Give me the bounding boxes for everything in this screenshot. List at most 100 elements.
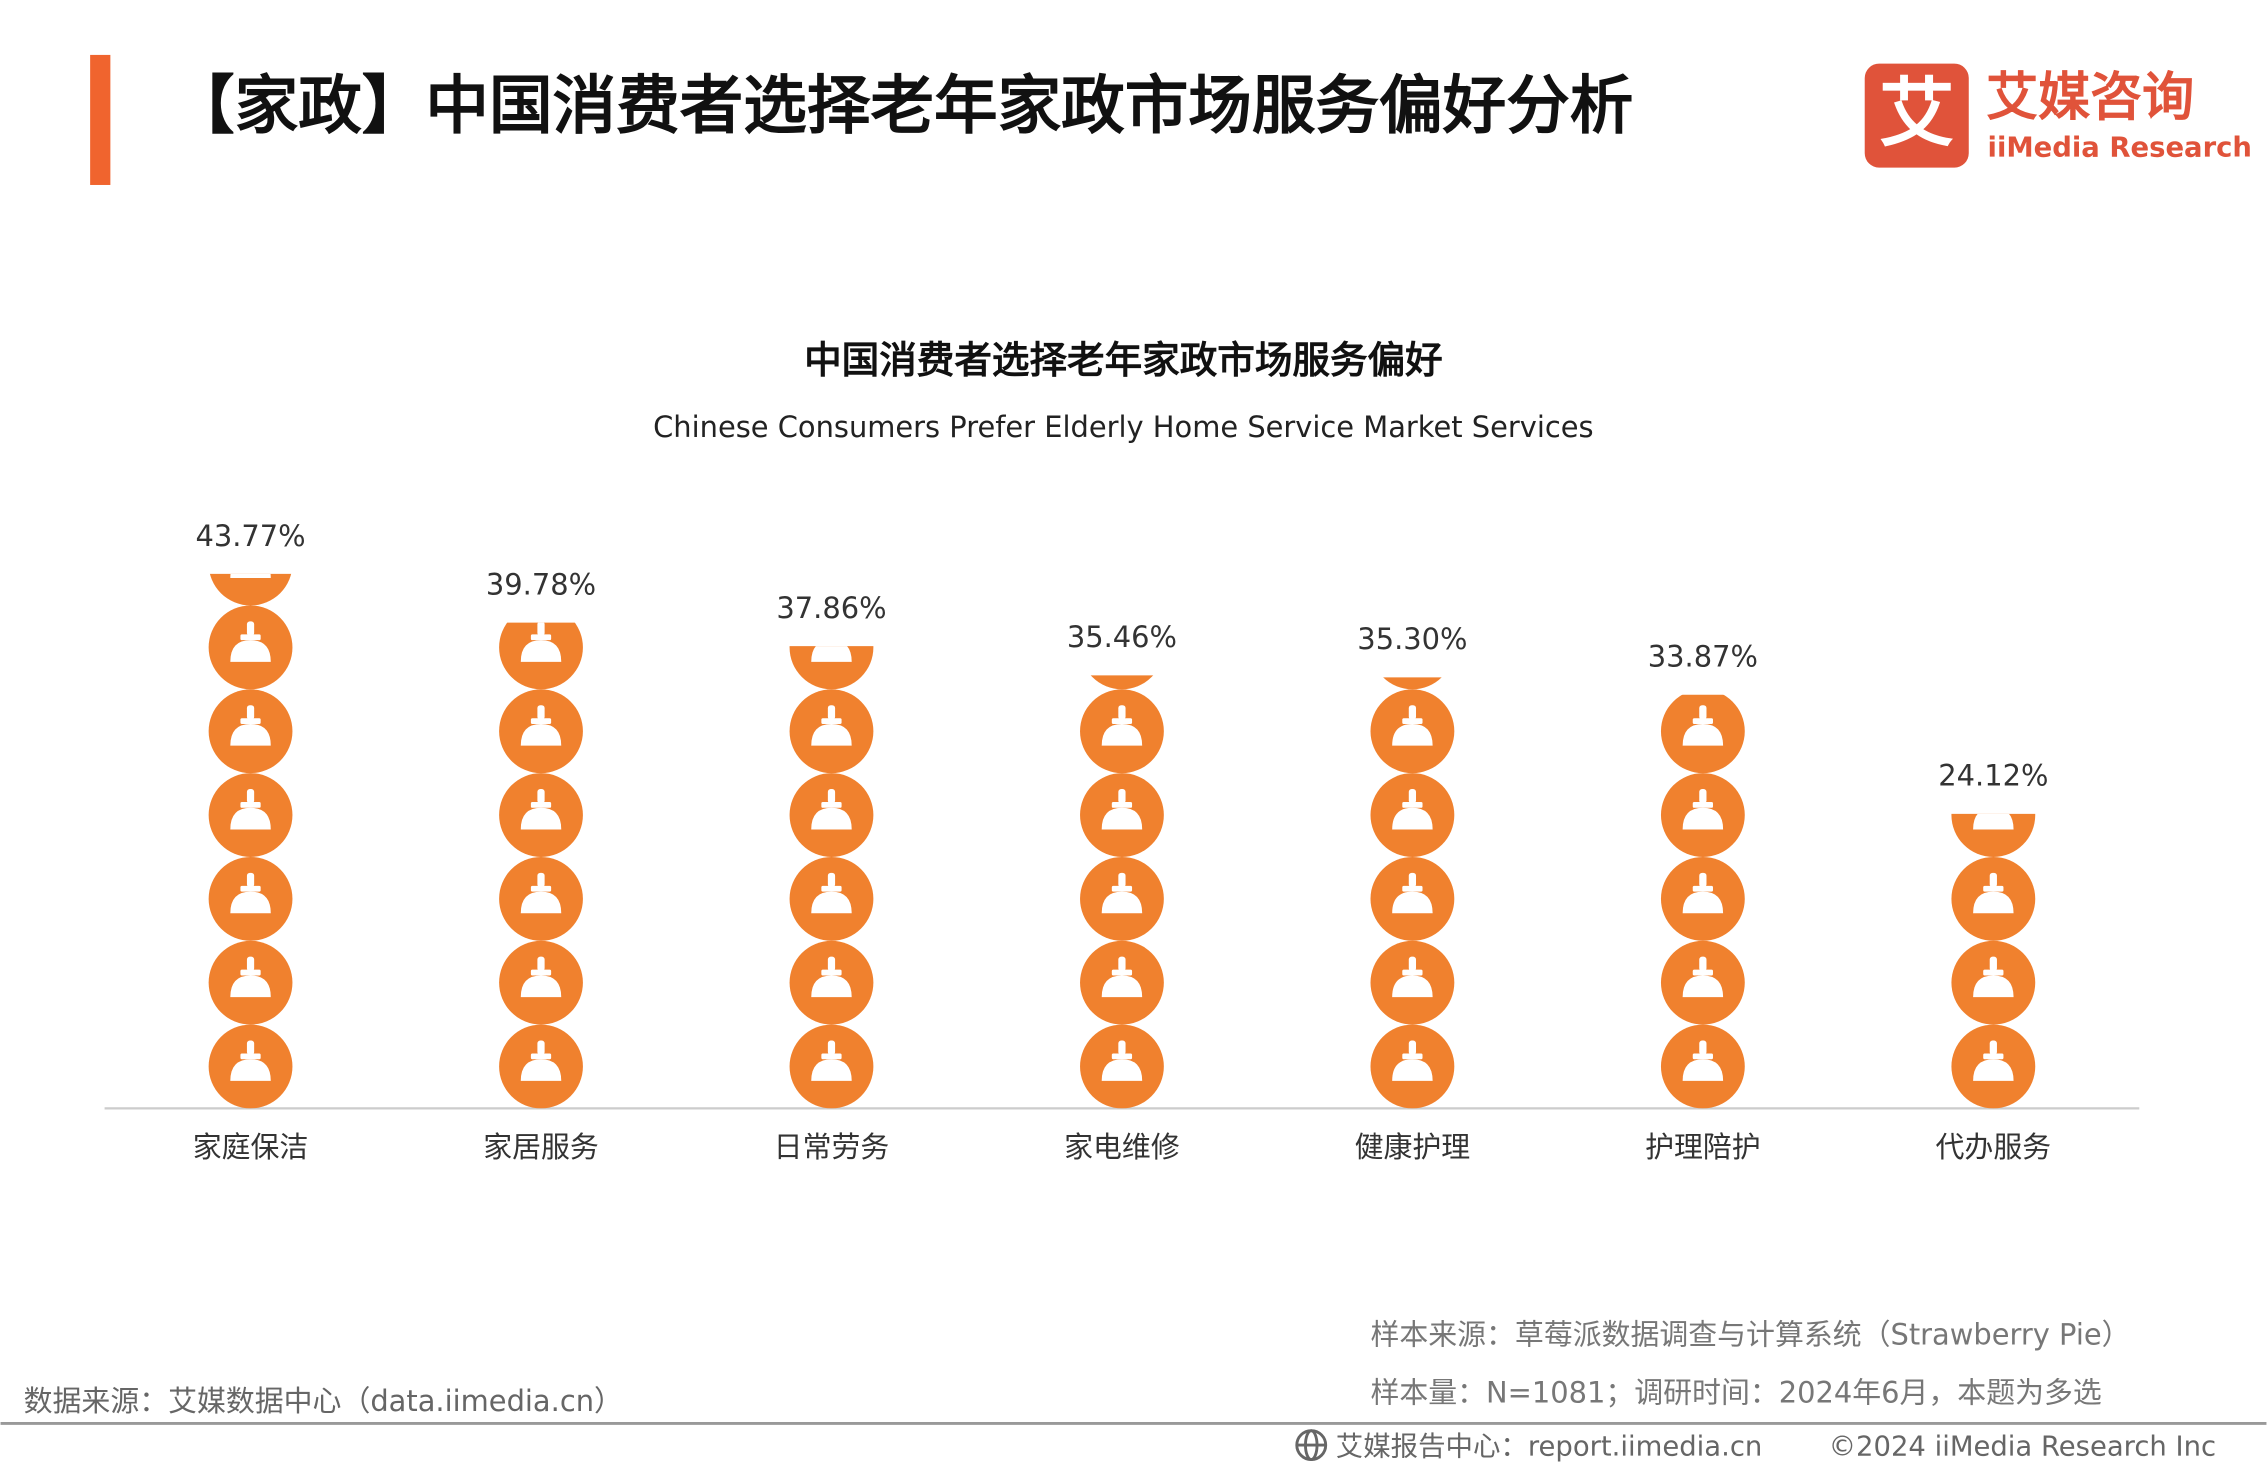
icon-neck xyxy=(821,634,841,640)
value-label: 24.12% xyxy=(1938,759,2048,793)
icon-circle xyxy=(209,573,292,606)
icon-dome xyxy=(230,807,271,830)
icon-dome xyxy=(1392,723,1433,746)
icon xyxy=(208,773,293,857)
icon xyxy=(1383,677,1442,690)
icon-dome xyxy=(520,891,562,914)
value-label: 35.30% xyxy=(1357,622,1467,656)
icon xyxy=(1370,773,1455,857)
icon-neck xyxy=(530,969,552,976)
icon-dome xyxy=(811,975,852,998)
icon-handle xyxy=(246,705,255,720)
icon xyxy=(789,940,874,1025)
icon-dome xyxy=(1392,1059,1433,1081)
icon xyxy=(1951,856,2036,941)
icon-neck xyxy=(240,969,261,976)
icon-neck xyxy=(1692,885,1713,892)
chart-title: 中国消费者选择老年家政市场服务偏好 xyxy=(804,338,1443,382)
icon-handle xyxy=(1989,1040,1997,1055)
icon-dome xyxy=(811,891,852,914)
icon-neck xyxy=(1402,885,1423,892)
icon xyxy=(499,940,583,1025)
report-link: 艾媒报告中心：report.iimedia.cn xyxy=(1336,1431,1763,1462)
icon-neck xyxy=(240,718,261,724)
icon-handle xyxy=(1699,1040,1707,1055)
icon-neck xyxy=(530,802,552,808)
icon-circle xyxy=(1383,677,1442,690)
icon xyxy=(499,689,583,774)
note: 样本来源：草莓派数据调查与计算系统（Strawberry Pie） xyxy=(1370,1318,2130,1352)
icon xyxy=(209,573,292,606)
icon-dome xyxy=(811,646,852,662)
logo-mark: 艾 xyxy=(1879,69,1954,157)
pictogram-bar xyxy=(499,622,583,1109)
icon-dome xyxy=(1682,1059,1724,1081)
icon-handle xyxy=(537,1040,545,1055)
icon xyxy=(789,773,874,857)
icon xyxy=(1080,689,1164,774)
icon-handle xyxy=(537,789,545,804)
icon xyxy=(1660,773,1745,857)
icon-neck xyxy=(1402,969,1423,976)
icon-neck xyxy=(1692,802,1713,808)
icon-handle xyxy=(1408,956,1417,972)
icon-handle xyxy=(1699,705,1707,720)
icon-dome xyxy=(520,1059,562,1081)
data-source: 数据来源：艾媒数据中心（data.iimedia.cn） xyxy=(24,1384,623,1418)
icon-dome xyxy=(230,573,271,579)
icon-dome xyxy=(1101,807,1143,830)
icon-handle xyxy=(1118,789,1126,804)
globe-icon xyxy=(1295,1429,1328,1461)
icon-handle xyxy=(1118,956,1126,972)
icon-circle xyxy=(1951,813,2036,857)
icon-neck xyxy=(1692,1053,1713,1060)
icon-neck xyxy=(1692,718,1713,724)
icon-circle xyxy=(789,646,874,690)
icon-handle xyxy=(827,1040,836,1055)
icon-dome xyxy=(1973,813,2014,830)
icon-dome xyxy=(1682,723,1724,746)
icon-dome xyxy=(230,640,271,662)
icon-handle xyxy=(537,622,545,636)
icon-dome xyxy=(1682,975,1724,998)
x-tick-label: 代办服务 xyxy=(1936,1130,2052,1164)
value-label: 43.77% xyxy=(195,519,305,553)
logo-cn: 艾媒咨询 xyxy=(1986,68,2194,128)
icon-neck xyxy=(530,1053,552,1060)
chart-subtitle: Chinese Consumers Prefer Elderly Home Se… xyxy=(653,410,1593,444)
icon-neck xyxy=(1402,802,1423,808)
icon-neck xyxy=(530,718,552,724)
icon xyxy=(1370,940,1455,1025)
icon-handle xyxy=(1408,789,1417,804)
icon-neck xyxy=(1983,1053,2004,1060)
icon xyxy=(1080,856,1164,941)
icon-dome xyxy=(1973,975,2014,998)
icon-neck xyxy=(530,634,552,641)
icon xyxy=(1951,813,2036,857)
pictogram-bar xyxy=(208,573,293,1109)
pictogram-bar xyxy=(1080,675,1164,1109)
icon xyxy=(208,856,293,941)
icon-neck xyxy=(1111,1053,1133,1060)
icon-handle xyxy=(1989,872,1997,888)
icon-neck xyxy=(240,1053,261,1060)
pictogram-bar xyxy=(1370,677,1455,1109)
icon-handle xyxy=(246,872,255,888)
icon-neck xyxy=(821,1053,842,1060)
icon-handle xyxy=(1699,956,1707,972)
icon-dome xyxy=(1101,723,1143,746)
icon-dome xyxy=(1101,1059,1143,1081)
icon-handle xyxy=(246,1040,255,1055)
icon-handle xyxy=(537,956,545,972)
icon-dome xyxy=(1682,807,1724,830)
icon-circle xyxy=(1090,675,1154,690)
icon-neck xyxy=(821,885,842,892)
icon-neck xyxy=(1111,802,1133,808)
icon-handle xyxy=(827,705,836,720)
icon-neck xyxy=(1983,885,2004,892)
icon xyxy=(1370,1024,1455,1109)
accent-bar xyxy=(90,54,111,185)
icon-handle xyxy=(827,872,836,888)
